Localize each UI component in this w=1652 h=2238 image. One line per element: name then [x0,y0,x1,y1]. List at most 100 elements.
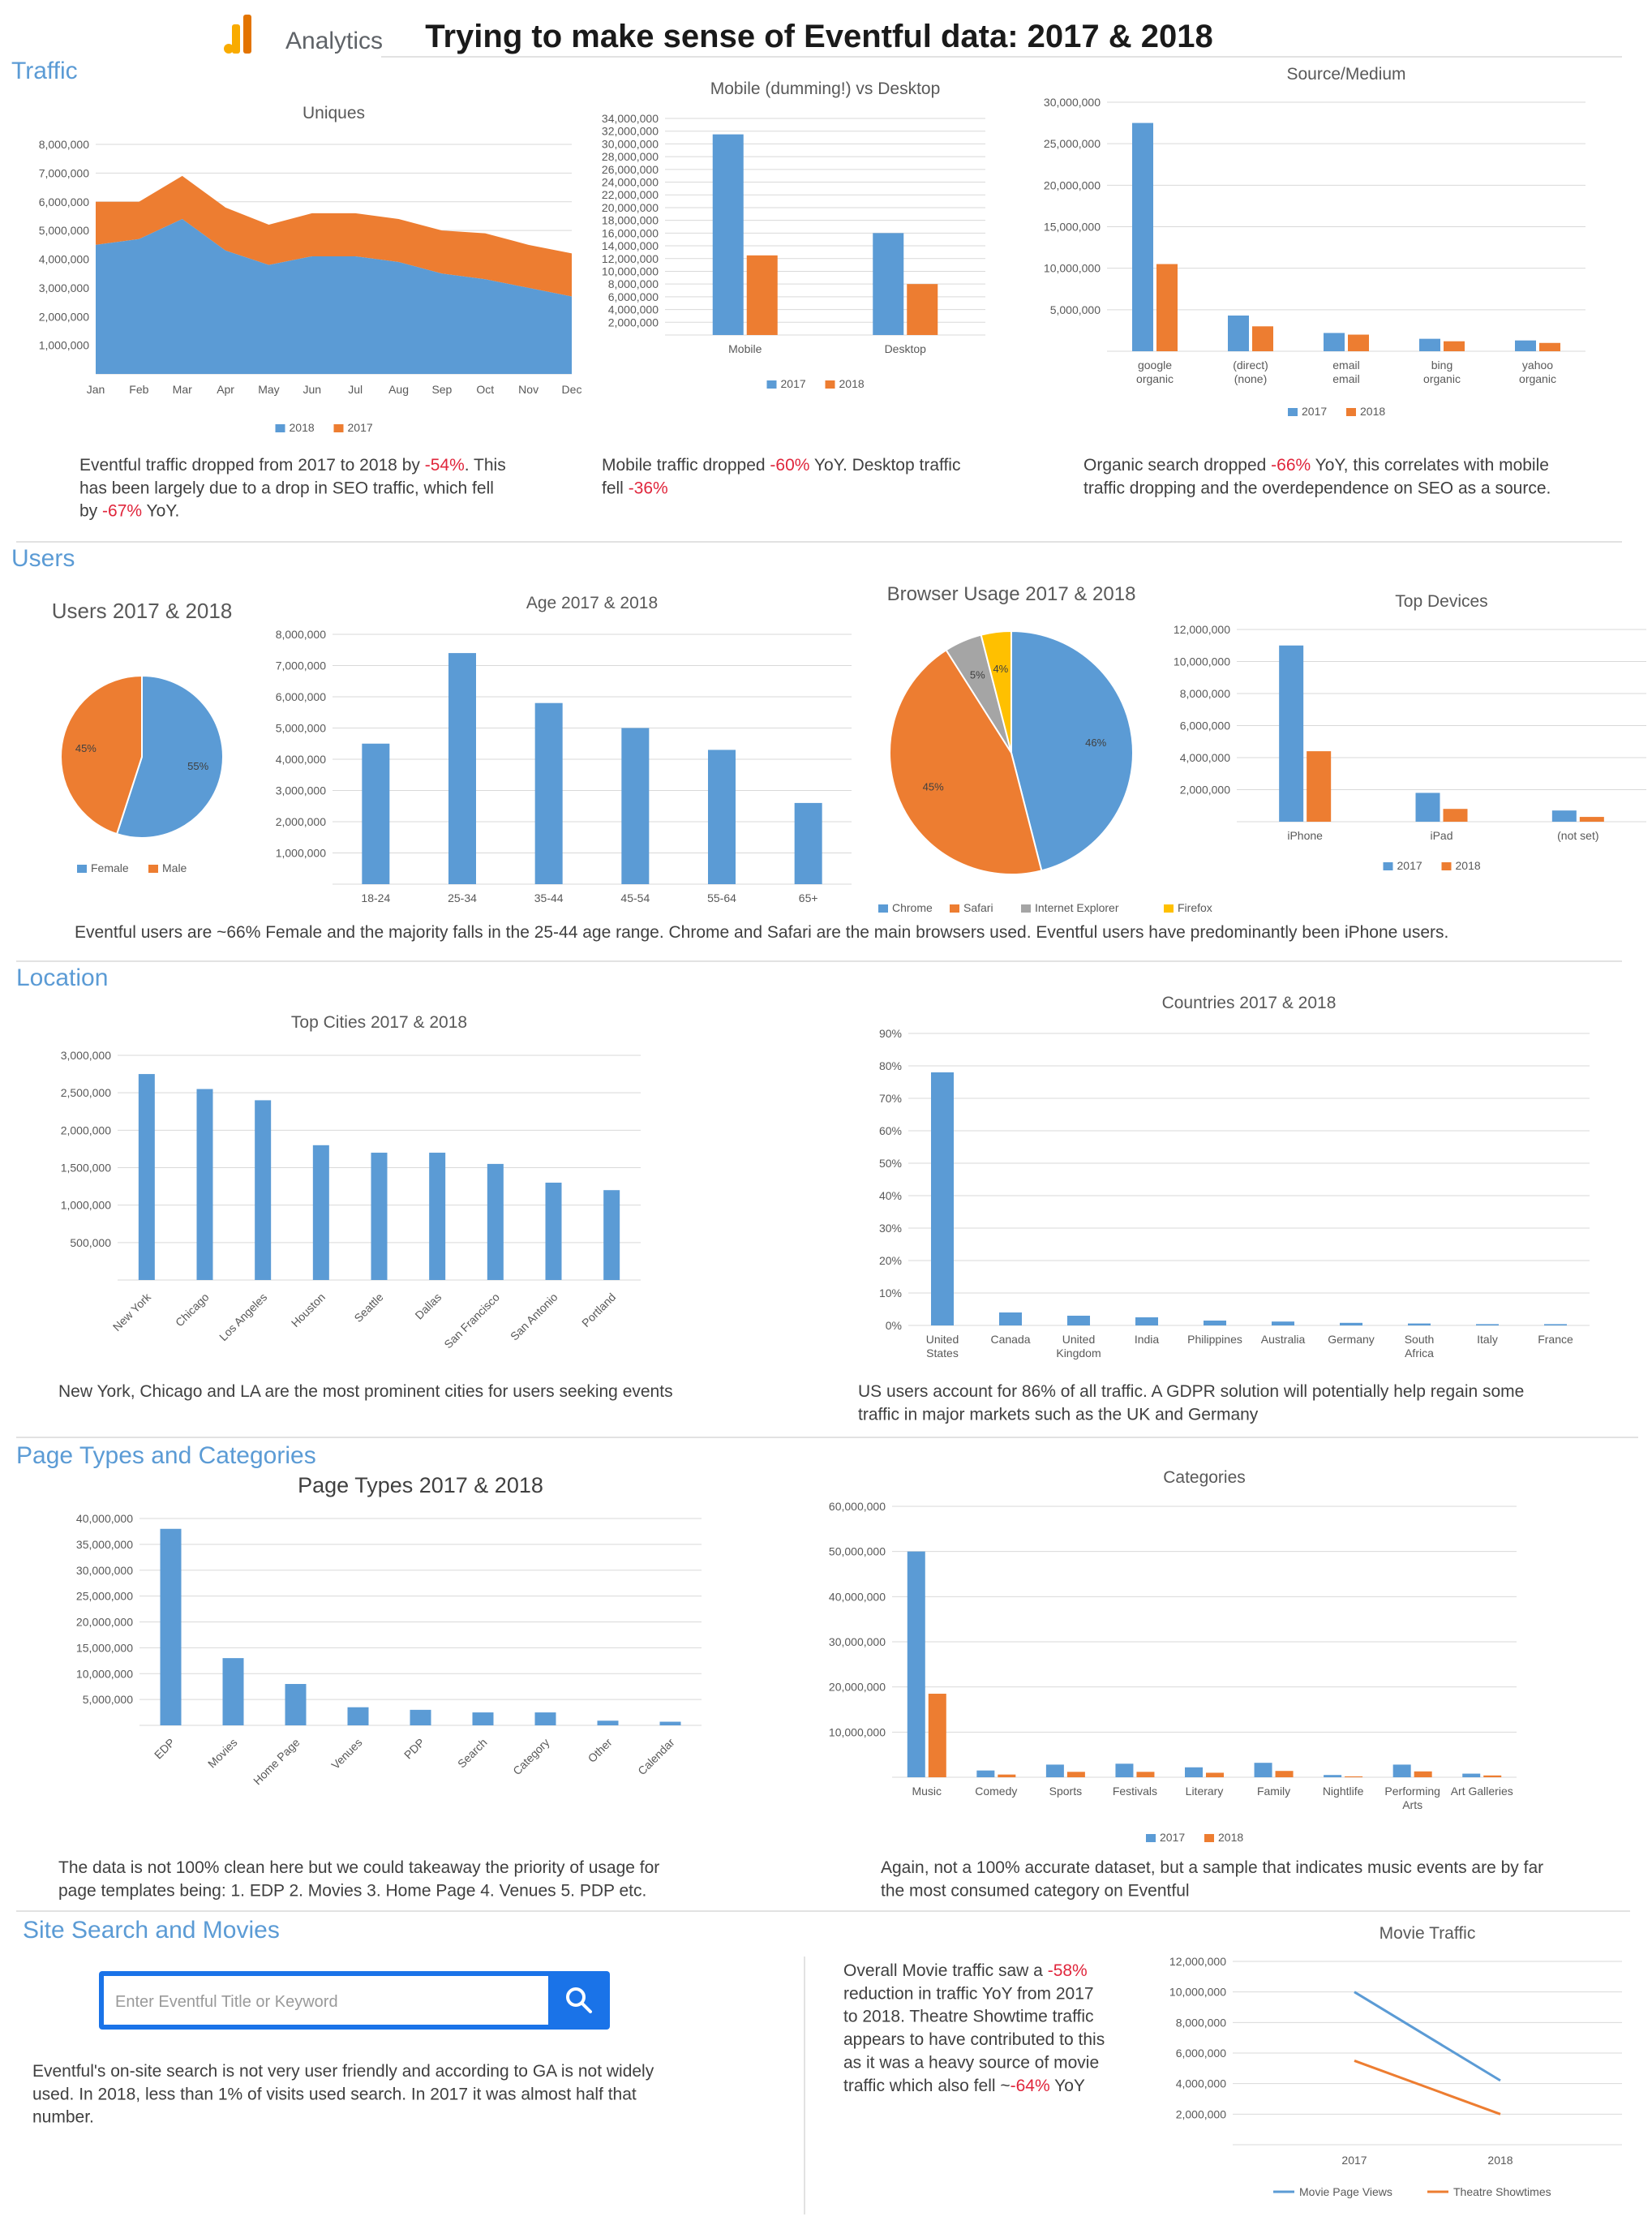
bar [1579,817,1604,822]
y-tick-label: 90% [879,1027,902,1040]
y-tick-label: 6,000,000 [608,290,659,303]
chart-title: Categories [1163,1468,1246,1487]
chart-movie: Movie Traffic 2,000,000 4,000,000 6,000,000… [1169,1924,1622,2198]
chart-title: Uniques [303,104,365,122]
y-tick-label: 10,000,000 [1174,655,1230,668]
y-tick-label: 40,000,000 [76,1512,133,1525]
y-tick-label: 50,000,000 [829,1545,886,1558]
section-title-users: Users [11,545,75,572]
x-tick-label: 2018 [1487,2154,1513,2167]
legend-swatch [950,904,959,913]
bar [1345,1776,1363,1777]
bar [1206,1772,1224,1777]
y-tick-label: 2,000,000 [1180,784,1230,797]
y-tick-label: 40% [879,1189,902,1202]
y-tick-label: 2,000,000 [61,1123,111,1136]
bar [1204,1321,1226,1325]
note-movies: Overall Movie traffic saw a -58% reducti… [843,1961,1109,2095]
bar [138,1074,155,1280]
search-input[interactable] [104,1976,548,2025]
x-tick-label: email [1332,372,1359,385]
legend-label: Movie Page Views [1299,2185,1392,2198]
section-title-location: Location [16,964,108,991]
x-tick-label: Kingdom [1056,1347,1101,1360]
y-tick-label: 8,000,000 [608,277,659,290]
x-tick-label: Italy [1477,1333,1498,1346]
chart-title: Mobile (dumming!) vs Desktop [710,79,941,98]
x-tick-label: Sep [431,383,452,396]
chart-categories: Categories 10,000,000 20,000,000 30,000,000… [829,1468,1517,1844]
bar [487,1163,504,1280]
highlight-value: -36% [629,479,668,497]
note-countries: US users account for 86% of all traffic.… [858,1382,1529,1424]
search-button[interactable] [551,1976,605,2025]
x-tick-label: (direct) [1233,359,1268,372]
note-categories: Again, not a 100% accurate dataset, but … [881,1858,1548,1900]
legend-label: Firefox [1178,901,1212,914]
bar [1544,1324,1567,1325]
x-tick-label: yahoo [1522,359,1553,372]
x-tick-label: France [1538,1333,1573,1346]
x-tick-label: 55-64 [707,891,736,904]
y-tick-label: 8,000,000 [1180,687,1230,700]
note-text: Eventful traffic dropped from 2017 to 20… [79,456,425,475]
x-tick-label: Aug [388,383,409,396]
y-tick-label: 10,000,000 [1169,1986,1226,1999]
search-box: Enter Eventful Title or Keyword [99,1971,610,2030]
bar [1132,122,1153,352]
y-tick-label: 5,000,000 [1050,303,1101,316]
x-tick-label: email [1332,359,1359,372]
y-tick-label: 22,000,000 [602,188,659,201]
y-tick-label: 10% [879,1287,902,1299]
y-tick-label: 4,000,000 [608,303,659,316]
x-tick-label: Seattle [351,1291,385,1325]
y-tick-label: 8,000,000 [1176,2016,1226,2029]
note-text: Eventful's on-site search is not very us… [32,2062,659,2081]
bar [794,802,822,884]
y-tick-label: 30,000,000 [76,1564,133,1577]
note-text: YoY [1050,2077,1085,2095]
legend-swatch [766,380,777,389]
logo-bar [232,24,240,54]
y-tick-label: 50% [879,1157,902,1170]
x-tick-label: Jan [87,383,105,396]
bar [621,728,650,884]
bar [1067,1316,1090,1325]
pie-slice [59,674,143,835]
x-tick-label: Comedy [975,1785,1017,1798]
note-traffic_source: Organic search dropped -66% YoY, this co… [1083,456,1554,497]
x-tick-label: Jun [303,383,322,396]
x-tick-label: iPhone [1287,829,1323,842]
section-title-pagetypes: Page Types and Categories [16,1442,316,1469]
bar [472,1712,494,1725]
legend-label: 2018 [1456,859,1481,872]
chart-device: Mobile (dumming!) vs Desktop 2,000,0004,0… [602,79,985,390]
bar [999,1312,1022,1325]
y-tick-label: 5,000,000 [276,722,326,735]
note-text: the most consumed category on Eventful [881,1881,1190,1900]
x-tick-label: (not set) [1557,829,1598,842]
x-tick-label: iPad [1430,829,1452,842]
x-tick-label: New York [110,1290,154,1334]
note-text: YoY. [142,502,179,521]
x-tick-label: South [1405,1333,1435,1346]
bar [448,653,476,884]
y-tick-label: 15,000,000 [76,1641,133,1654]
x-tick-label: (none) [1234,372,1267,385]
search-icon [566,1987,586,2007]
logo-bar [243,15,251,54]
note-text: page templates being: 1. EDP 2. Movies 3… [58,1881,646,1900]
x-tick-label: PDP [401,1736,427,1762]
highlight-value: -60% [770,456,809,475]
y-tick-label: 4,000,000 [1176,2077,1226,2090]
section-title-search: Site Search and Movies [23,1917,280,1944]
x-tick-label: Canada [990,1333,1030,1346]
search-button-bg[interactable] [551,1976,605,2025]
y-tick-label: 20,000,000 [1044,178,1101,191]
bar [712,134,744,335]
highlight-value: -67% [102,502,142,521]
x-tick-label: San Francisco [441,1291,502,1351]
legend-swatch [275,424,285,432]
x-tick-label: Dec [562,383,582,396]
y-tick-label: 4,000,000 [276,753,326,766]
